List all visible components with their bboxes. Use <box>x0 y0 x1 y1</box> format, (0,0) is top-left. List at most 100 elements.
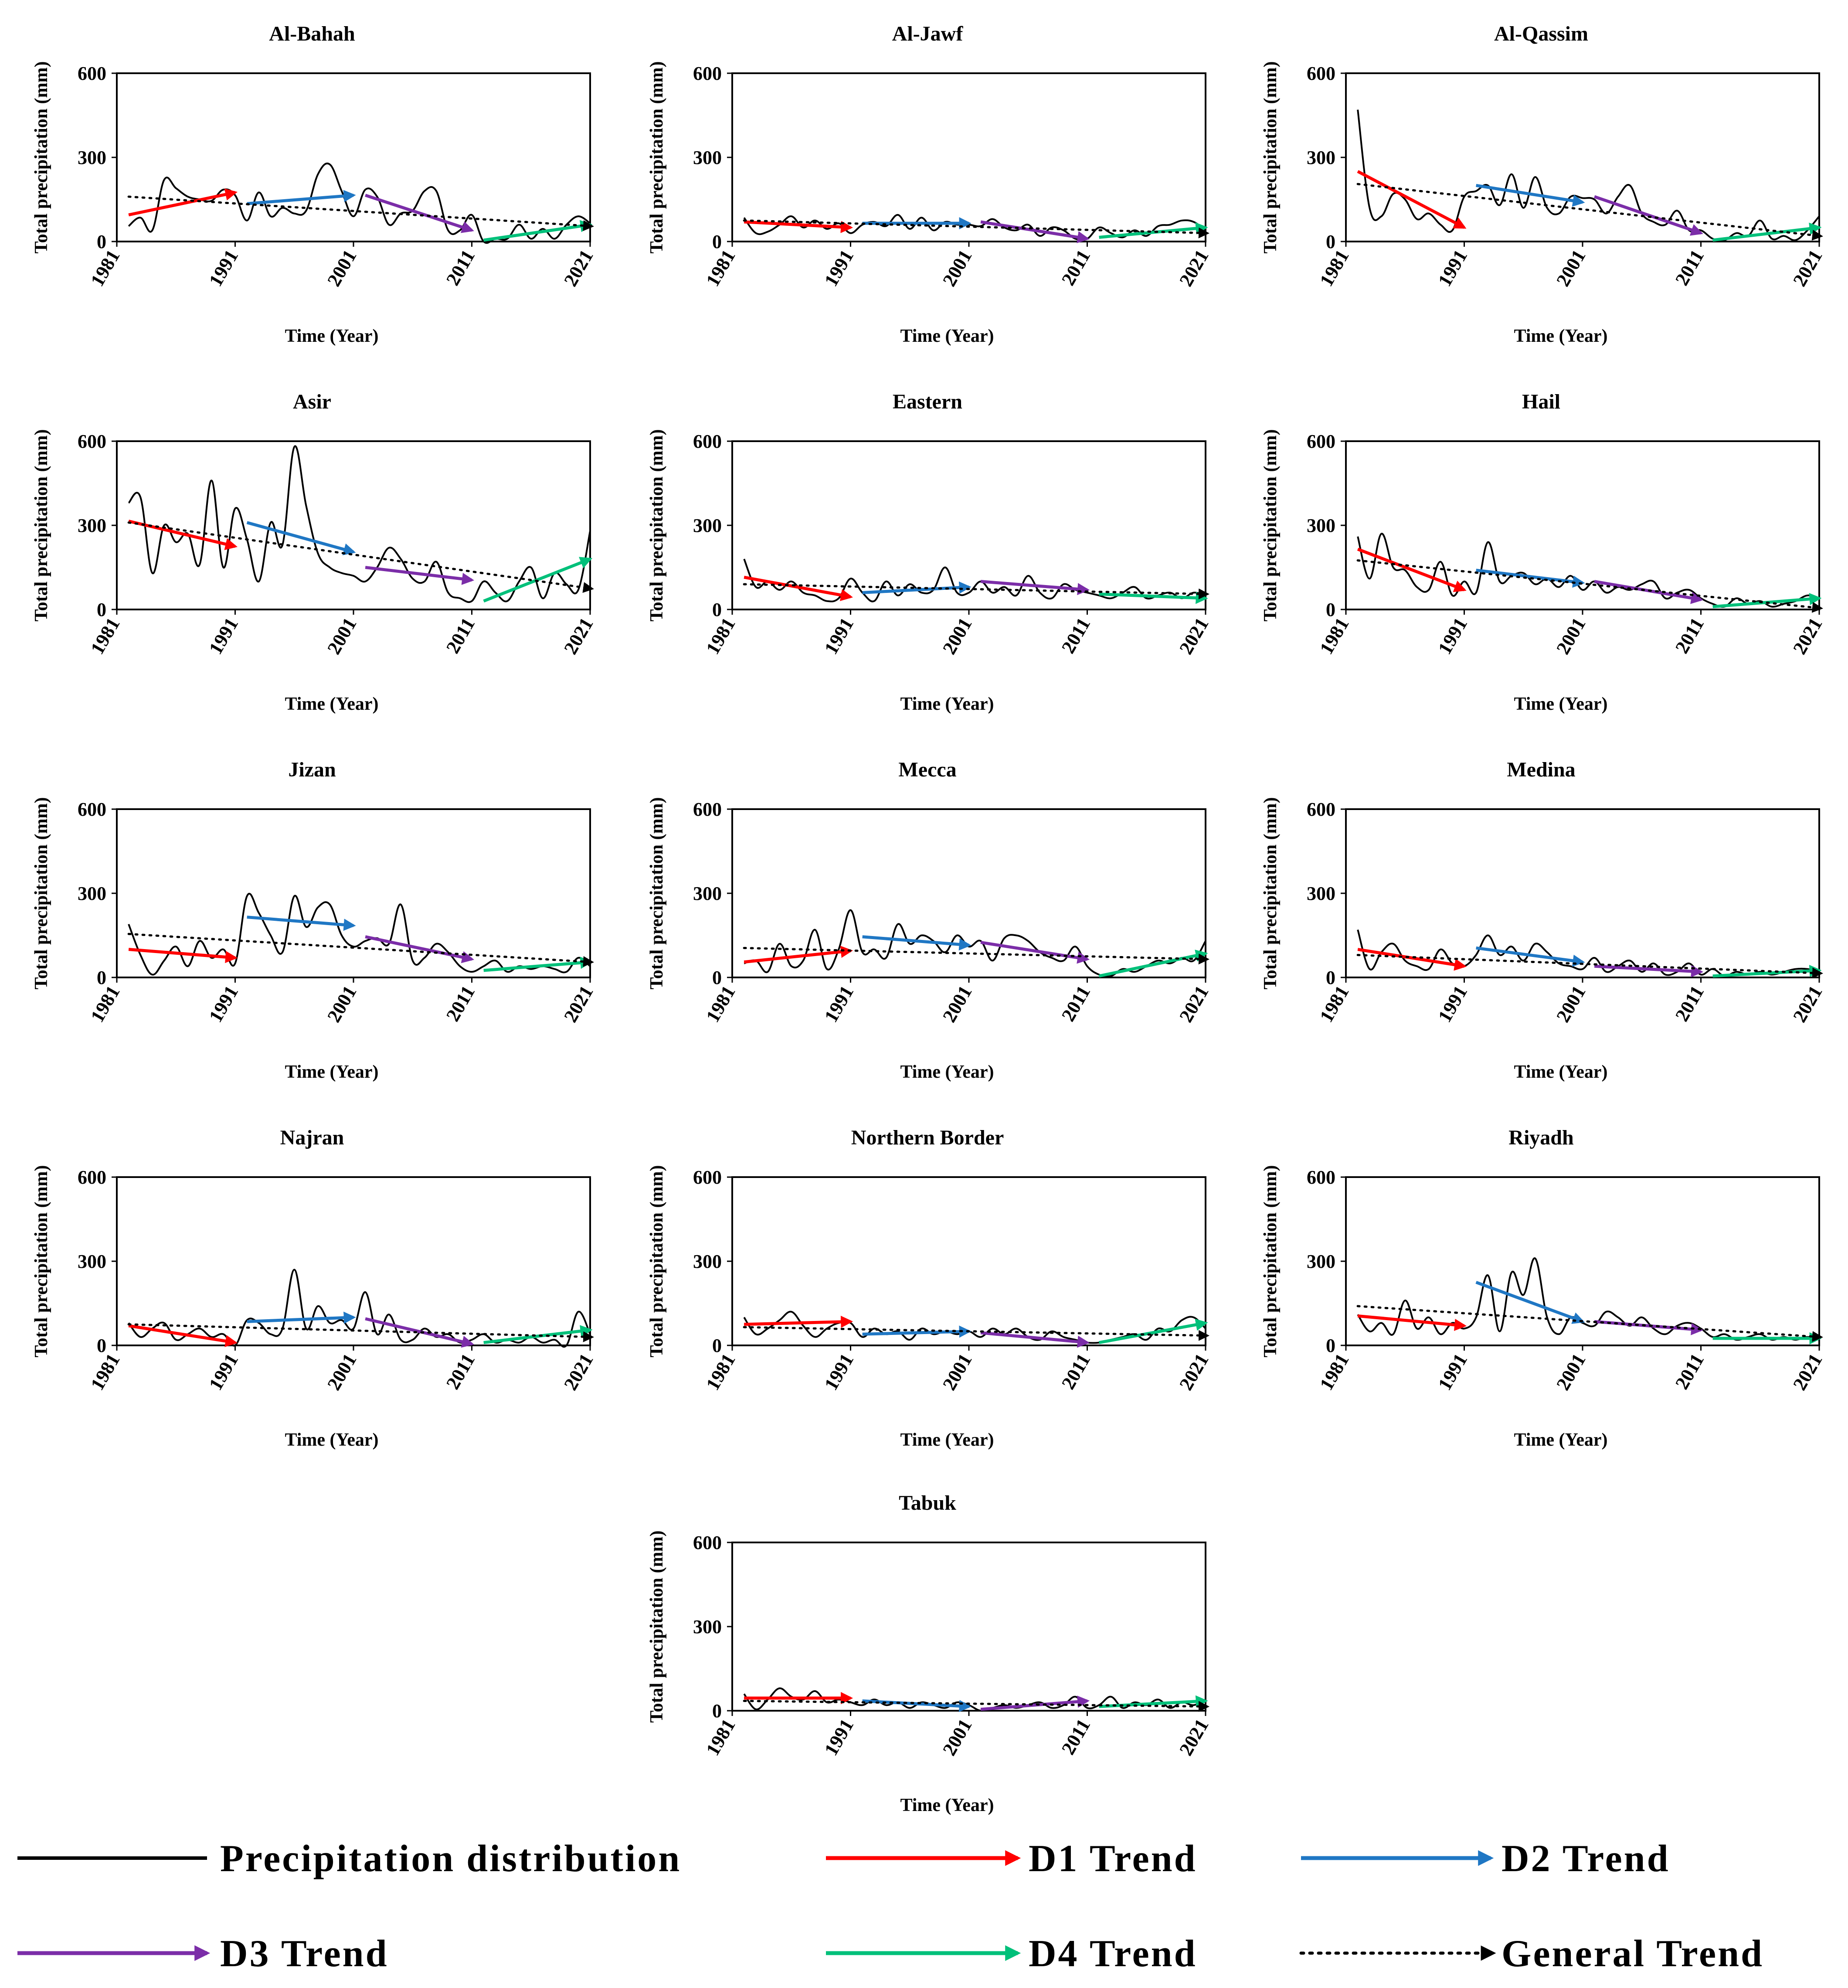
y-tick-label: 600 <box>78 799 106 820</box>
chart-title: Northern Border <box>851 1126 1004 1149</box>
x-tick-label: 1991 <box>1434 614 1471 658</box>
y-tick-label: 300 <box>1307 1251 1335 1272</box>
y-axis-label: Total precipitation (mm) <box>31 797 51 990</box>
d4-trend-arrow <box>483 957 593 972</box>
chart-title: Eastern <box>893 390 962 413</box>
y-tick-label: 600 <box>78 431 106 452</box>
x-tick-label: 1991 <box>820 982 858 1026</box>
chart-panel-hail: Hail 0 300 600 1981 1991 2001 2011 2021 Time (Yea… <box>1260 390 1827 714</box>
precipitation-series-line <box>128 162 591 244</box>
plot-frame <box>731 72 1206 242</box>
legend-entry-d2-trend: D2 Trend <box>1301 1838 1670 1880</box>
chart-title: Tabuk <box>899 1491 956 1515</box>
x-tick-label: 2001 <box>1552 982 1590 1026</box>
d4-trend-arrow <box>1712 965 1822 978</box>
x-axis-label: Time (Year) <box>900 326 994 346</box>
y-tick-label: 600 <box>693 799 722 820</box>
x-tick-label: 1981 <box>1315 982 1353 1026</box>
general-trend-arrow <box>1356 954 1823 979</box>
x-tick-label: 2021 <box>1175 614 1213 658</box>
d2-trend-arrow <box>247 916 356 931</box>
x-tick-label: 2001 <box>323 246 360 290</box>
chart-title: Medina <box>1507 758 1575 781</box>
x-tick-label: 2021 <box>1175 1350 1213 1394</box>
chart-title: Riyadh <box>1508 1126 1573 1149</box>
d3-trend-arrow <box>365 194 474 233</box>
plot-frame <box>116 1176 591 1346</box>
d2-trend-arrow <box>1476 568 1585 588</box>
y-tick-label: 600 <box>1307 63 1335 84</box>
y-tick-label: 0 <box>712 1335 722 1356</box>
x-tick-label: 2011 <box>1671 1350 1708 1393</box>
d3-trend-arrow <box>1594 580 1704 604</box>
d2-trend-arrow <box>862 581 972 594</box>
x-tick-label: 1991 <box>1434 1350 1471 1394</box>
general-trend-arrow <box>127 521 594 593</box>
y-axis-label: Total precipitation (mm) <box>31 1165 51 1358</box>
legend-label: D2 Trend <box>1502 1838 1670 1880</box>
x-axis-label: Time (Year) <box>285 694 379 714</box>
d1-trend-arrow <box>128 948 238 963</box>
y-axis-label: Total precipitation (mm) <box>647 797 667 990</box>
d1-trend-arrow <box>128 1324 238 1347</box>
plot-frame <box>1345 72 1820 242</box>
d4-trend-arrow <box>1099 222 1208 239</box>
chart-panel-mecca: Mecca 0 300 600 1981 1991 2001 2011 2021 Time (Ye… <box>647 758 1213 1082</box>
d3-trend-arrow <box>1594 195 1703 236</box>
x-tick-label: 2021 <box>560 1350 597 1394</box>
x-axis-label: Time (Year) <box>285 1430 379 1450</box>
x-tick-label: 1991 <box>205 614 242 658</box>
y-axis-label: Total precipitation (mm) <box>1260 797 1281 990</box>
x-tick-label: 1981 <box>86 1350 124 1394</box>
d1-trend-arrow <box>744 1315 853 1328</box>
y-axis-label: Total precipitation (mm) <box>1260 61 1281 254</box>
d2-trend-arrow <box>247 190 356 205</box>
x-tick-label: 2001 <box>938 1350 976 1394</box>
x-tick-label: 2011 <box>442 982 479 1025</box>
chart-panel-al-qassim: Al-Qassim 0 300 600 1981 1991 2001 2011 2021 Time… <box>1260 22 1827 346</box>
x-axis-label: Time (Year) <box>285 1062 379 1082</box>
d2-trend-arrow <box>862 935 972 951</box>
x-tick-label: 2011 <box>1057 614 1094 657</box>
precipitation-points <box>1358 109 1820 240</box>
chart-panel-najran: Najran 0 300 600 1981 1991 2001 2011 2021 Time (Y… <box>31 1126 598 1450</box>
x-axis-label: Time (Year) <box>1514 326 1608 346</box>
x-tick-label: 2011 <box>1671 246 1708 289</box>
general-trend-arrow <box>127 933 594 967</box>
x-tick-label: 1981 <box>1315 246 1353 290</box>
general-trend-arrow <box>743 219 1209 238</box>
x-tick-label: 1991 <box>205 1350 242 1394</box>
y-tick-label: 300 <box>693 883 722 904</box>
y-tick-label: 300 <box>78 147 106 168</box>
x-tick-label: 2011 <box>1671 982 1708 1025</box>
precipitation-points <box>1358 534 1820 607</box>
d3-trend-arrow <box>980 941 1090 964</box>
x-tick-label: 2011 <box>1057 982 1094 1025</box>
x-tick-label: 2021 <box>560 614 597 658</box>
d3-trend-arrow <box>980 1695 1090 1711</box>
general-trend-arrow <box>743 1326 1209 1341</box>
y-tick-label: 0 <box>712 1700 722 1722</box>
y-tick-label: 300 <box>693 515 722 536</box>
chart-panel-al-jawf: Al-Jawf 0 300 600 1981 1991 2001 2011 2021 Time (… <box>647 22 1213 346</box>
x-tick-label: 2001 <box>1552 1350 1590 1394</box>
chart-panel-riyadh: Riyadh 0 300 600 1981 1991 2001 2011 2021 Time (Y… <box>1260 1126 1827 1450</box>
chart-panel-asir: Asir 0 300 600 1981 1991 2001 2011 2021 Time (Yea… <box>31 390 598 714</box>
y-tick-label: 600 <box>1307 799 1335 820</box>
x-tick-label: 1981 <box>1315 1350 1353 1394</box>
y-axis-label: Total precipitation (mm) <box>647 1531 667 1723</box>
precipitation-series-line <box>1357 929 1820 977</box>
precipitation-series-line <box>1357 533 1820 608</box>
y-tick-label: 600 <box>78 63 106 84</box>
x-tick-label: 2021 <box>560 982 597 1026</box>
chart-title: Asir <box>293 390 331 413</box>
x-tick-label: 1991 <box>1434 246 1471 290</box>
precipitation-series-line <box>1357 109 1820 242</box>
d2-trend-arrow <box>1475 1280 1585 1324</box>
x-tick-label: 1991 <box>820 1350 858 1394</box>
y-tick-label: 300 <box>1307 147 1335 168</box>
precipitation-points <box>1358 1258 1820 1340</box>
legend-label: D1 Trend <box>1029 1838 1197 1880</box>
y-tick-label: 600 <box>693 431 722 452</box>
general-trend-arrow <box>743 946 1209 965</box>
